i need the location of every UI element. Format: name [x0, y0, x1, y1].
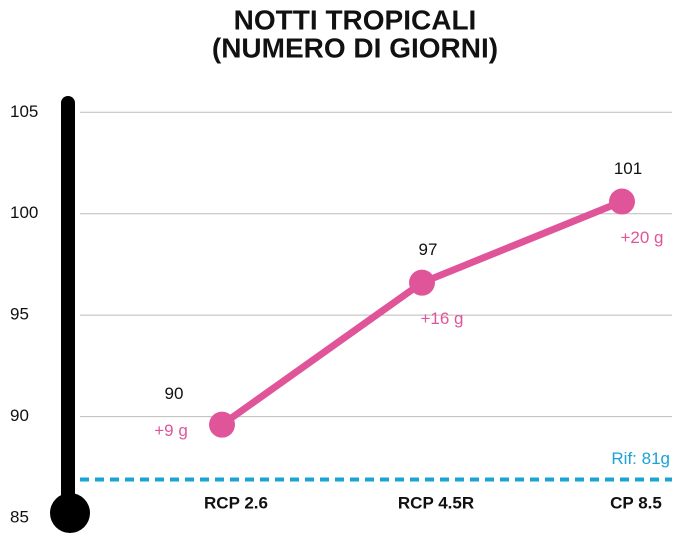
data-label: 97	[419, 240, 438, 259]
chart-title: NOTTI TROPICALI	[234, 4, 477, 35]
x-tick-label: RCP 4.5R	[398, 493, 474, 512]
x-tick-label: RCP 2.6	[204, 493, 268, 512]
point	[409, 270, 435, 296]
y-tick-label: 100	[10, 203, 38, 222]
data-label: 90	[165, 384, 184, 403]
y-tick-label: 85	[10, 507, 29, 526]
point	[209, 412, 235, 438]
data-label: 101	[614, 159, 642, 178]
x-tick-label: CP 8.5	[610, 493, 662, 512]
delta-label: +16 g	[420, 309, 463, 328]
chart: NOTTI TROPICALI (NUMERO DI GIORNI) 85 90 9…	[0, 0, 674, 533]
point	[609, 189, 635, 215]
delta-label: +20 g	[620, 228, 663, 247]
reference-label: Rif: 81g	[611, 449, 670, 468]
y-tick-label: 90	[10, 406, 29, 425]
delta-label: +9 g	[154, 421, 188, 440]
chart-title: (NUMERO DI GIORNI)	[212, 32, 498, 63]
y-tick-label: 95	[10, 305, 29, 324]
axis-end	[50, 493, 90, 533]
y-tick-label: 105	[10, 102, 38, 121]
